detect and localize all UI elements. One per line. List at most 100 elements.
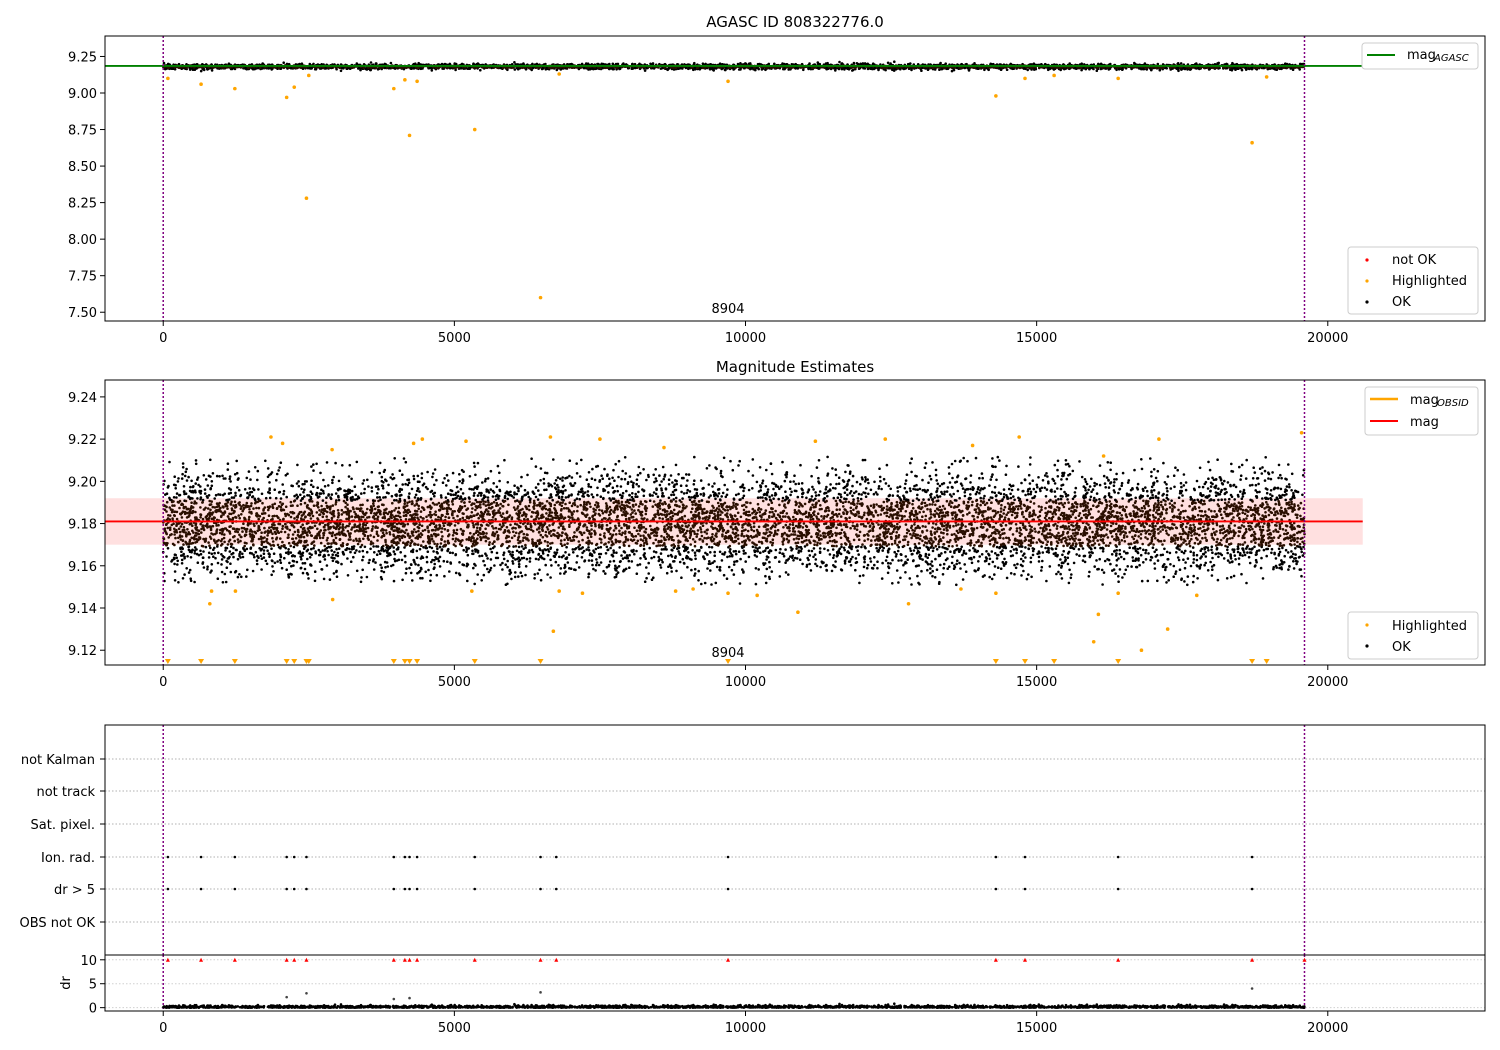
ok-point xyxy=(884,559,888,562)
highlighted-point xyxy=(304,196,309,201)
ok-point xyxy=(517,575,520,578)
ok-point xyxy=(549,576,552,579)
ok-point xyxy=(1002,537,1005,540)
ok-point xyxy=(394,484,398,487)
ok-point xyxy=(1278,550,1282,554)
ok-point xyxy=(1088,485,1092,488)
ok-point xyxy=(1073,67,1077,70)
ok-point xyxy=(893,60,896,63)
ok-point xyxy=(705,532,709,535)
ok-point xyxy=(323,544,327,548)
ok-point xyxy=(1067,535,1070,538)
ok-point xyxy=(608,67,611,71)
highlighted-point xyxy=(726,79,730,84)
ok-point xyxy=(346,503,349,507)
ok-point xyxy=(810,474,813,478)
ok-point xyxy=(816,66,820,70)
ok-point xyxy=(983,68,986,72)
ok-point xyxy=(962,456,965,460)
ok-point xyxy=(674,463,678,467)
ok-point xyxy=(674,500,678,503)
ok-point xyxy=(414,493,418,497)
ok-point xyxy=(931,526,934,529)
ok-point xyxy=(635,478,639,482)
ok-point xyxy=(1177,558,1181,562)
ok-point xyxy=(926,68,930,71)
ok-point xyxy=(526,522,529,525)
ok-point xyxy=(622,62,625,65)
ok-point xyxy=(1301,540,1304,544)
ok-point xyxy=(872,67,876,71)
ok-point xyxy=(390,66,394,70)
ok-point xyxy=(737,542,741,545)
highlighted-point xyxy=(199,82,203,87)
agasc-magnitude-panel: AGASC ID 808322776.0 8904 0 5000 10000 1500… xyxy=(68,13,1486,346)
ok-point xyxy=(420,476,424,480)
ok-point xyxy=(1095,492,1099,495)
ok-point xyxy=(288,561,291,565)
ok-point xyxy=(162,61,166,65)
highlighted-point xyxy=(233,86,237,91)
ok-point xyxy=(366,507,369,511)
ok-point xyxy=(635,482,638,486)
ok-point xyxy=(854,66,857,70)
ok-point xyxy=(783,67,786,70)
ok-point xyxy=(924,514,928,518)
ok-point xyxy=(199,69,203,73)
ok-point xyxy=(886,61,890,65)
ok-point xyxy=(507,503,510,507)
legend-top: mag AGASC xyxy=(1361,42,1479,70)
ok-point xyxy=(244,66,247,70)
ok-point xyxy=(933,68,937,71)
ok-point xyxy=(1057,531,1060,535)
ok-point xyxy=(946,513,950,517)
ok-point xyxy=(257,556,260,559)
ok-point xyxy=(420,524,424,528)
x-tick-label: 10000 xyxy=(725,331,766,346)
ok-point xyxy=(757,67,760,71)
ok-point xyxy=(1092,539,1095,542)
ok-point xyxy=(972,555,976,559)
ok-point xyxy=(178,66,181,70)
highlighted-point xyxy=(407,133,412,138)
ok-point xyxy=(471,507,474,510)
highlighted-point xyxy=(994,94,998,98)
ok-point xyxy=(920,69,923,72)
highlighted-point xyxy=(392,86,396,91)
ok-point xyxy=(335,67,338,71)
ok-point xyxy=(410,67,413,70)
ok-point xyxy=(573,499,577,502)
ok-point xyxy=(1080,68,1083,72)
ok-point xyxy=(526,473,529,477)
ok-point xyxy=(1244,477,1248,480)
ok-point xyxy=(1156,579,1159,583)
ok-point xyxy=(375,553,379,556)
ok-point xyxy=(803,502,807,506)
ok-point xyxy=(336,551,340,555)
ok-point xyxy=(308,62,312,66)
ok-point xyxy=(793,474,796,478)
ok-point xyxy=(476,573,480,576)
ok-point xyxy=(1110,553,1114,556)
highlighted-point xyxy=(1023,76,1027,81)
ok-point xyxy=(787,68,790,71)
ok-point xyxy=(1232,574,1236,578)
ok-point xyxy=(601,477,604,481)
ok-point xyxy=(201,498,205,502)
ok-point xyxy=(684,66,688,70)
ok-point xyxy=(608,62,611,66)
x-tick-label: 5000 xyxy=(438,331,471,346)
ok-point xyxy=(513,575,517,579)
ok-point xyxy=(835,482,838,486)
x-tick-label: 0 xyxy=(159,331,167,346)
y-tick-label: 7.75 xyxy=(68,270,97,285)
ok-point xyxy=(412,67,416,70)
ok-point xyxy=(863,62,867,65)
ok-point xyxy=(202,67,206,71)
ok-point xyxy=(1123,572,1126,576)
ok-point xyxy=(903,67,906,71)
highlighted-point xyxy=(306,73,311,78)
ok-point xyxy=(308,556,312,559)
ok-point xyxy=(369,61,373,64)
legend-marker-not-ok xyxy=(1365,258,1369,262)
